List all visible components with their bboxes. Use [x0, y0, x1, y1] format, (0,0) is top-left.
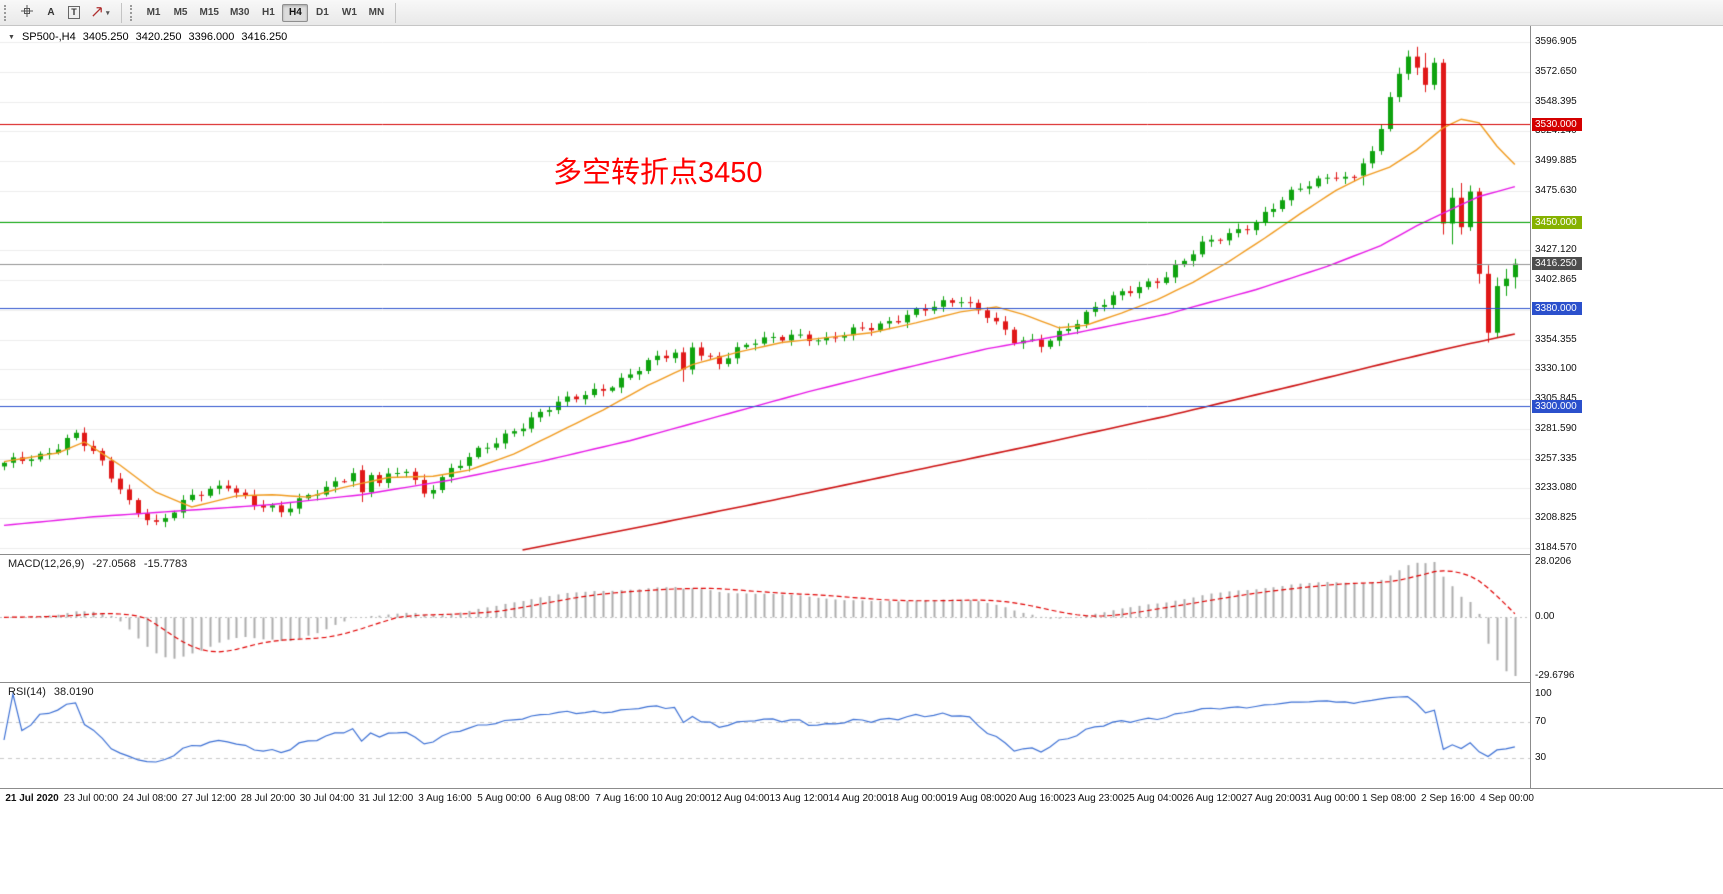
- time-axis-label: 19 Aug 08:00: [946, 793, 1006, 804]
- price-chart-canvas[interactable]: [0, 26, 1530, 788]
- timeframe-button-M15[interactable]: M15: [195, 4, 224, 22]
- price-axis-tick: 3233.080: [1535, 482, 1577, 494]
- rsi-title: RSI(14): [8, 686, 46, 698]
- time-axis-label: 14 Aug 20:00: [828, 793, 888, 804]
- timeframe-button-H1[interactable]: H1: [255, 4, 281, 22]
- time-axis-label: 2 Sep 16:00: [1421, 793, 1475, 804]
- ohlc-low: 3396.000: [188, 31, 235, 43]
- toolbar: A T ▾ M1 M5 M15 M30 H1 H4 D1 W1 MN: [0, 0, 1723, 26]
- drawing-tools-group: A T ▾: [15, 3, 115, 23]
- timeframe-button-MN[interactable]: MN: [363, 4, 389, 22]
- text-annotation-tool-button[interactable]: A: [40, 3, 62, 23]
- price-level-tag: 3530.000: [1532, 117, 1582, 131]
- symbol-name: SP500-,H4: [21, 31, 76, 43]
- rsi-axis-100: 100: [1535, 688, 1552, 699]
- time-axis-label: 28 Jul 20:00: [240, 793, 296, 804]
- symbol-dropdown-icon[interactable]: ▼: [8, 33, 15, 41]
- arrow-icon: [91, 5, 104, 21]
- macd-value-main: -27.0568: [92, 558, 136, 570]
- rsi-value: 38.0190: [53, 686, 94, 698]
- time-axis-label: 4 Sep 00:00: [1480, 793, 1534, 804]
- time-axis-label: 26 Aug 12:00: [1182, 793, 1242, 804]
- text-label-tool-button[interactable]: T: [63, 3, 85, 23]
- time-axis-label: 23 Aug 23:00: [1064, 793, 1124, 804]
- price-axis[interactable]: 3596.905 3572.650 3548.395 3524.140 3499.885…: [1530, 26, 1723, 788]
- rsi-label: RSI(14) 38.0190: [8, 686, 94, 698]
- time-axis-label: 10 Aug 20:00: [651, 793, 711, 804]
- text-annotation-label: A: [47, 7, 55, 18]
- price-axis-tick: 3402.865: [1535, 274, 1577, 286]
- panel-separator-macd-rsi[interactable]: [0, 682, 1723, 683]
- price-axis-tick: 3354.355: [1535, 333, 1577, 345]
- time-axis-label: 31 Jul 12:00: [358, 793, 414, 804]
- price-axis-tick: 3499.885: [1535, 155, 1577, 167]
- price-axis-tick: 3208.825: [1535, 512, 1577, 524]
- chart-annotation[interactable]: 多空转折点3450: [553, 157, 763, 189]
- macd-axis-min: -29.6796: [1535, 670, 1575, 681]
- text-label-label: T: [68, 6, 80, 19]
- timeframe-button-H4[interactable]: H4: [282, 3, 309, 22]
- timeframe-button-W1[interactable]: W1: [336, 4, 362, 22]
- price-axis-tick: 3184.570: [1535, 541, 1577, 553]
- toolbar-grip[interactable]: [4, 4, 10, 21]
- symbol-info: ▼ SP500-,H4 3405.250 3420.250 3396.000 3…: [8, 31, 287, 43]
- time-axis-label: 3 Aug 16:00: [418, 793, 472, 804]
- toolbar-grip-2[interactable]: [129, 4, 136, 21]
- time-axis-label: 27 Aug 20:00: [1241, 793, 1301, 804]
- time-axis-label: 5 Aug 00:00: [477, 793, 531, 804]
- time-axis-label: 12 Aug 04:00: [710, 793, 770, 804]
- time-axis-label: 30 Jul 04:00: [299, 793, 355, 804]
- time-axis-label: 7 Aug 16:00: [595, 793, 649, 804]
- price-axis-tick: 3548.395: [1535, 95, 1577, 107]
- price-axis-tick: 3281.590: [1535, 422, 1577, 434]
- time-axis-label: 31 Aug 00:00: [1300, 793, 1360, 804]
- macd-axis-max: 28.0206: [1535, 556, 1572, 567]
- macd-label: MACD(12,26,9) -27.0568 -15.7783: [8, 558, 187, 570]
- rsi-axis-70: 70: [1535, 715, 1547, 727]
- macd-title: MACD(12,26,9): [8, 558, 85, 570]
- ohlc-open: 3405.250: [82, 31, 129, 43]
- price-axis-tick: 3596.905: [1535, 35, 1577, 47]
- rsi-axis-30: 30: [1535, 752, 1547, 764]
- timeframe-button-M1[interactable]: M1: [141, 4, 167, 22]
- time-axis-label: 25 Aug 04:00: [1123, 793, 1183, 804]
- time-axis-label: 13 Aug 12:00: [769, 793, 829, 804]
- price-axis-tick: 3572.650: [1535, 65, 1577, 77]
- crosshair-icon: [20, 4, 34, 21]
- toolbar-separator: [120, 2, 122, 23]
- price-level-tag: 3416.250: [1532, 257, 1582, 271]
- timeframe-button-M5[interactable]: M5: [168, 4, 194, 22]
- ohlc-close: 3416.250: [241, 31, 288, 43]
- time-axis-label: 24 Jul 08:00: [122, 793, 178, 804]
- panel-separator-rsi-time: [0, 788, 1723, 789]
- time-axis-label: 21 Jul 2020: [5, 793, 59, 804]
- arrow-objects-tool-button[interactable]: ▾: [86, 3, 115, 23]
- crosshair-tool-button[interactable]: [15, 3, 39, 23]
- time-axis-label: 27 Jul 12:00: [181, 793, 237, 804]
- price-level-tag: 3380.000: [1532, 301, 1582, 315]
- time-axis[interactable]: 21 Jul 2020 23 Jul 00:00 24 Jul 08:00 27 Ju…: [0, 789, 1723, 811]
- macd-axis-zero: 0.00: [1535, 611, 1555, 623]
- price-axis-tick: 3257.335: [1535, 452, 1577, 464]
- price-level-tag: 3300.000: [1532, 399, 1582, 413]
- ohlc-high: 3420.250: [135, 31, 182, 43]
- price-axis-tick: 3524.140: [1535, 125, 1577, 137]
- price-axis-tick: 3330.100: [1535, 363, 1577, 375]
- timeframe-button-M30[interactable]: M30: [225, 4, 254, 22]
- price-level-tag: 3450.000: [1532, 215, 1582, 229]
- price-axis-tick: 3475.630: [1535, 184, 1577, 196]
- price-axis-tick: 3305.845: [1535, 393, 1577, 405]
- time-axis-label: 20 Aug 16:00: [1005, 793, 1065, 804]
- price-axis-tick: 3427.120: [1535, 244, 1577, 256]
- timeframes-group: M1 M5 M15 M30 H1 H4 D1 W1 MN: [141, 3, 390, 22]
- chevron-down-icon: ▾: [106, 9, 110, 17]
- time-axis-label: 6 Aug 08:00: [536, 793, 590, 804]
- time-axis-label: 1 Sep 08:00: [1362, 793, 1416, 804]
- time-axis-label: 23 Jul 00:00: [63, 793, 119, 804]
- timeframe-button-D1[interactable]: D1: [309, 4, 335, 22]
- time-axis-label: 18 Aug 00:00: [887, 793, 947, 804]
- toolbar-separator-2: [395, 2, 397, 23]
- macd-value-signal: -15.7783: [143, 558, 188, 570]
- panel-separator-main-macd[interactable]: [0, 554, 1723, 555]
